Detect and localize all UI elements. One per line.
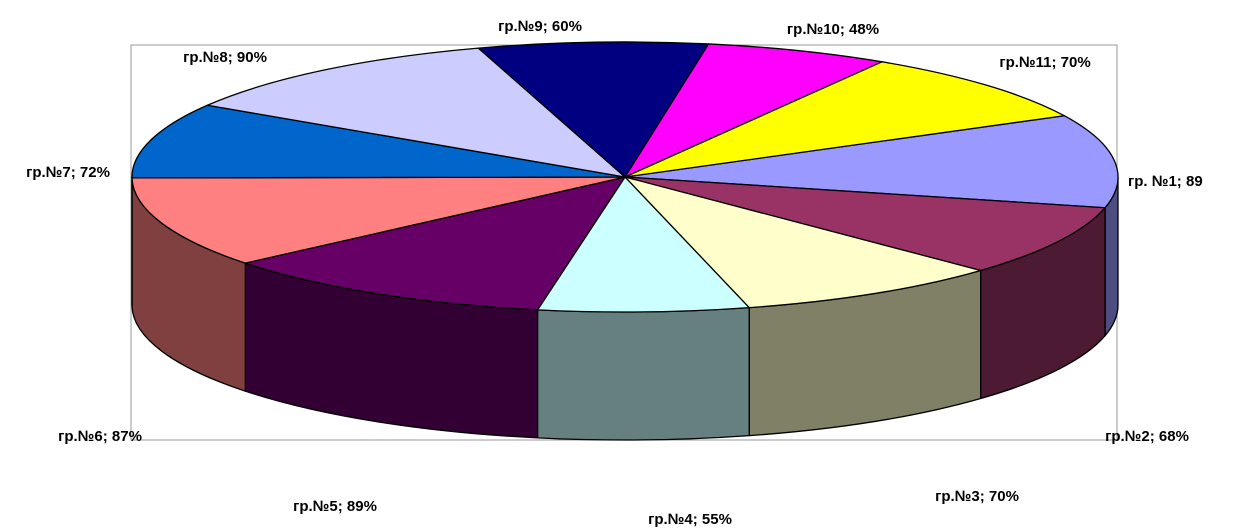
data-label: гр.№3; 70% bbox=[935, 488, 1019, 505]
slice bbox=[536, 176, 750, 313]
slice bbox=[624, 43, 883, 178]
data-label: гр.№7; 72% bbox=[26, 164, 110, 181]
data-label: гр.№8; 90% bbox=[183, 49, 267, 66]
slice bbox=[131, 104, 626, 179]
data-label: гр.№10; 48% bbox=[787, 21, 879, 38]
slice bbox=[131, 176, 626, 264]
data-label: гр.№5; 89% bbox=[293, 498, 377, 515]
slice bbox=[206, 47, 626, 178]
slice bbox=[244, 176, 626, 311]
slice bbox=[477, 41, 710, 178]
data-label: гр.№9; 60% bbox=[498, 18, 582, 35]
data-label: гр.№4; 55% bbox=[648, 511, 732, 528]
slice bbox=[624, 176, 1106, 272]
slice-side bbox=[536, 306, 750, 441]
slice bbox=[624, 61, 1065, 178]
data-label: гр. №1; 89 bbox=[1128, 173, 1203, 190]
data-label: гр.№2; 68% bbox=[1105, 428, 1189, 445]
data-label: гр.№11; 70% bbox=[999, 54, 1090, 71]
data-label: гр.№6; 87% bbox=[58, 428, 142, 445]
slice bbox=[624, 176, 982, 309]
